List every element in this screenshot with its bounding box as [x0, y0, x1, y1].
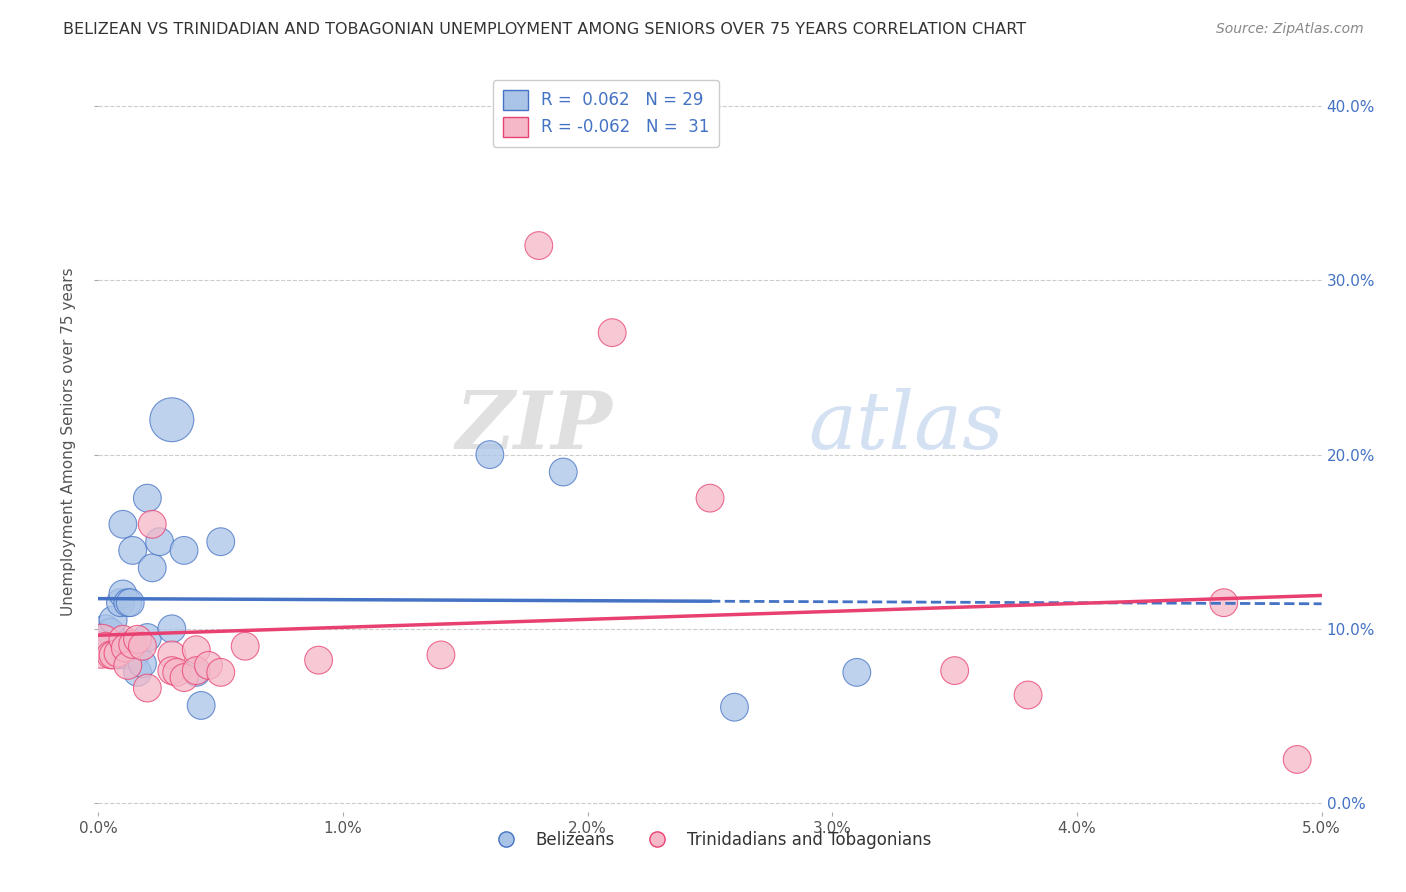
Point [197, 658, 219, 673]
Point [94, 639, 117, 653]
Point [124, 648, 146, 662]
Point [160, 648, 183, 662]
Point [166, 665, 188, 680]
Point [90, 639, 112, 653]
Point [699, 491, 721, 505]
Point [127, 632, 149, 647]
Point [845, 665, 868, 680]
Point [233, 639, 256, 653]
Point [117, 658, 139, 673]
Point [186, 665, 208, 680]
Point [160, 622, 183, 636]
Point [1017, 688, 1039, 702]
Point [723, 700, 745, 714]
Point [114, 640, 136, 655]
Point [121, 543, 143, 558]
Point [107, 646, 129, 660]
Point [110, 596, 132, 610]
Point [100, 648, 122, 662]
Point [114, 648, 136, 662]
Point [160, 413, 183, 427]
Point [160, 664, 183, 678]
Legend: Belizeans, Trinidadians and Tobagonians: Belizeans, Trinidadians and Tobagonians [482, 824, 938, 855]
Point [136, 631, 159, 645]
Point [101, 613, 124, 627]
Point [190, 698, 212, 713]
Point [186, 664, 208, 678]
Point [478, 448, 501, 462]
Point [117, 596, 139, 610]
Point [111, 632, 134, 647]
Point [111, 587, 134, 601]
Point [94, 622, 117, 636]
Point [1212, 596, 1234, 610]
Y-axis label: Unemployment Among Seniors over 75 years: Unemployment Among Seniors over 75 years [60, 268, 76, 615]
Point [136, 681, 159, 695]
Point [127, 665, 149, 680]
Point [101, 648, 124, 662]
Point [107, 648, 129, 662]
Text: ZIP: ZIP [456, 388, 612, 466]
Point [600, 326, 623, 340]
Point [173, 543, 195, 558]
Point [121, 638, 143, 652]
Point [209, 534, 232, 549]
Point [553, 465, 575, 479]
Point [100, 625, 122, 640]
Point [141, 561, 163, 575]
Point [1286, 752, 1309, 766]
Point [120, 596, 142, 610]
Point [149, 534, 172, 549]
Point [131, 639, 153, 653]
Point [136, 491, 159, 505]
Text: atlas: atlas [808, 388, 1004, 466]
Text: Source: ZipAtlas.com: Source: ZipAtlas.com [1216, 22, 1364, 37]
Point [141, 517, 163, 532]
Point [943, 664, 966, 678]
Point [186, 642, 208, 657]
Point [111, 517, 134, 532]
Point [308, 653, 330, 667]
Point [90, 639, 112, 653]
Point [430, 648, 453, 662]
Point [527, 238, 550, 252]
Text: BELIZEAN VS TRINIDADIAN AND TOBAGONIAN UNEMPLOYMENT AMONG SENIORS OVER 75 YEARS : BELIZEAN VS TRINIDADIAN AND TOBAGONIAN U… [63, 22, 1026, 37]
Point [209, 665, 232, 680]
Point [173, 671, 195, 685]
Point [131, 657, 153, 671]
